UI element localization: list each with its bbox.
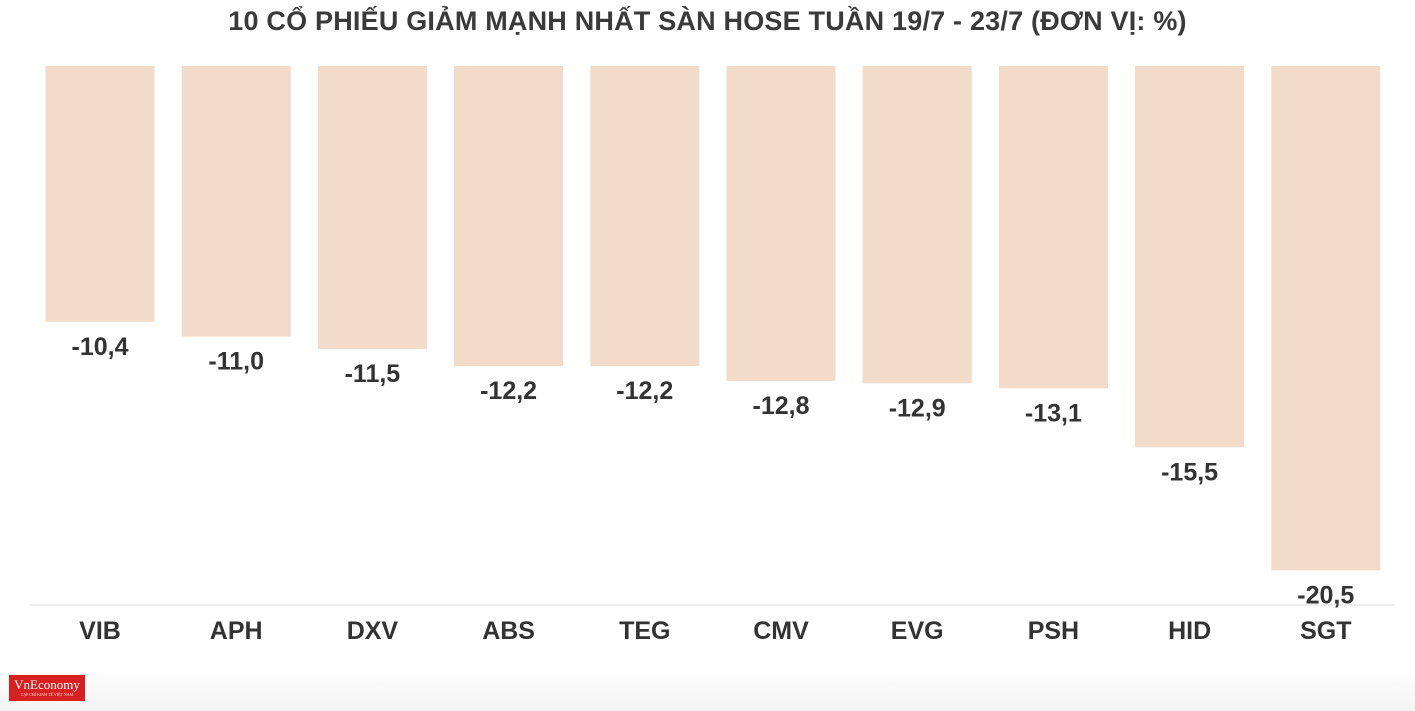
value-label-aph: -11,0 bbox=[208, 348, 264, 376]
bars-layer bbox=[45, 66, 1381, 571]
bar-hid bbox=[1135, 66, 1245, 448]
tick-label-psh: PSH bbox=[1028, 617, 1079, 645]
tick-label-hid: HID bbox=[1168, 617, 1211, 645]
value-label-abs: -12,2 bbox=[480, 377, 537, 405]
value-labels-layer: -10,4 -11,0 -11,5 -12,2 -12,2 -12,8 -12,9 -13,1… bbox=[72, 333, 1355, 610]
bar-dxv bbox=[317, 66, 427, 349]
vneconomy-logo: VnEconomy TẠP CHÍ KINH TẾ VIỆT NAM bbox=[9, 675, 85, 701]
value-label-teg: -12,2 bbox=[616, 377, 673, 405]
bar-vib bbox=[45, 66, 155, 322]
category-ticks-layer: VIB APH DXV ABS TEG CMV EVG PSH HID SGT bbox=[79, 617, 1351, 645]
bar-psh bbox=[998, 66, 1108, 389]
bar-aph bbox=[181, 66, 291, 337]
bar-teg bbox=[590, 66, 700, 367]
value-label-sgt: -20,5 bbox=[1297, 581, 1354, 609]
value-label-hid: -15,5 bbox=[1161, 458, 1218, 486]
value-label-psh: -13,1 bbox=[1025, 399, 1082, 427]
bar-sgt bbox=[1271, 66, 1381, 571]
bar-chart: -10,4 -11,0 -11,5 -12,2 -12,2 -12,8 -12,9 -13,1… bbox=[30, 66, 1395, 645]
value-label-evg: -12,9 bbox=[889, 394, 946, 422]
value-label-vib: -10,4 bbox=[72, 333, 129, 361]
bar-evg bbox=[862, 66, 972, 384]
value-label-cmv: -12,8 bbox=[753, 392, 810, 420]
bar-cmv bbox=[726, 66, 836, 381]
tick-label-abs: ABS bbox=[482, 617, 535, 645]
bar-abs bbox=[454, 66, 564, 367]
tick-label-vib: VIB bbox=[79, 617, 121, 645]
tick-label-dxv: DXV bbox=[347, 617, 399, 645]
tick-label-evg: EVG bbox=[891, 617, 944, 645]
tick-label-aph: APH bbox=[210, 617, 263, 645]
brand-name: VnEconomy bbox=[14, 677, 80, 692]
chart-title: 10 CỔ PHIẾU GIẢM MẠNH NHẤT SÀN HOSE TUẦN… bbox=[228, 6, 1187, 36]
value-label-dxv: -11,5 bbox=[345, 360, 401, 388]
brand-tagline: TẠP CHÍ KINH TẾ VIỆT NAM bbox=[20, 692, 74, 697]
tick-label-sgt: SGT bbox=[1300, 617, 1351, 645]
footer-band bbox=[0, 668, 1415, 711]
tick-label-teg: TEG bbox=[619, 617, 670, 645]
tick-label-cmv: CMV bbox=[753, 617, 809, 645]
